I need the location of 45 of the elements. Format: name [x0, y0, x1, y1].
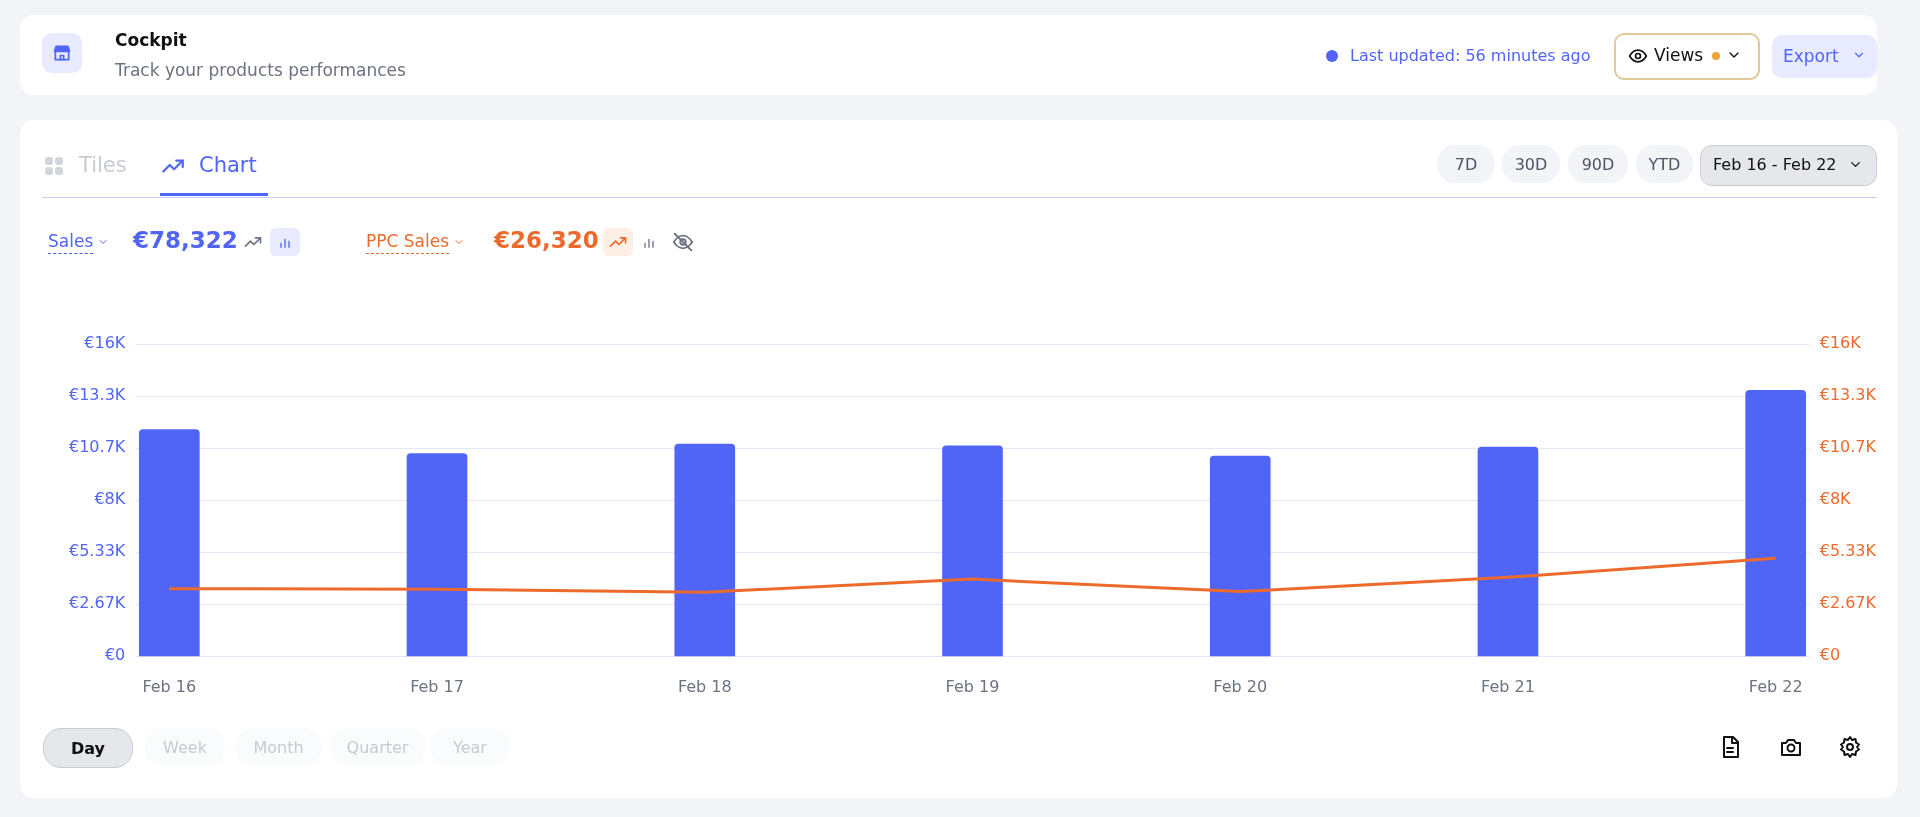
x-tick-label: Feb 20: [1213, 676, 1268, 696]
x-tick-label: Feb 19: [945, 676, 1000, 696]
y2-tick-label: €5.33K: [1819, 540, 1877, 560]
y2-tick-label: €8K: [1819, 488, 1852, 508]
legend-label: PPC Sales: [366, 231, 450, 254]
legend-label: Sales: [48, 231, 94, 254]
y-tick-label: €0: [104, 644, 126, 664]
bar: [1477, 446, 1539, 657]
y-tick-label: €10.7K: [69, 436, 126, 456]
y-tick-label: €13.3K: [69, 384, 126, 404]
text: €26,320: [494, 227, 599, 253]
bar: [406, 453, 468, 657]
y-tick-label: €16K: [84, 332, 126, 352]
y2-tick-label: €16K: [1819, 332, 1862, 352]
bar: [138, 429, 200, 657]
text: Last updated: 56 minutes ago: [1350, 46, 1591, 65]
chart-title: Cockpit: [115, 30, 187, 50]
text: Tiles: [79, 153, 127, 177]
x-tick-label: Feb 21: [1481, 676, 1535, 696]
y2-tick-label: €2.67K: [1819, 592, 1877, 612]
bar: [674, 443, 736, 657]
bar: [942, 445, 1003, 657]
y-tick-label: €2.67K: [69, 592, 126, 612]
y-tick-label: €5.33K: [69, 540, 126, 560]
text: 30D: [1502, 145, 1560, 183]
y-tick-label: €8K: [94, 488, 126, 508]
text: Export: [1783, 46, 1839, 66]
text: 90D: [1568, 145, 1628, 183]
x-tick-label: Feb 16: [142, 676, 197, 696]
chart-subtitle: Track your products performances: [115, 60, 406, 80]
x-tick-label: Feb 17: [410, 676, 464, 696]
text: Feb 16 - Feb 22: [1713, 155, 1837, 174]
text: YTD: [1636, 145, 1693, 183]
x-tick-label: Feb 18: [677, 676, 732, 696]
x-tick-label: Feb 22: [1748, 676, 1803, 696]
text: Views: [1654, 45, 1704, 65]
text: Day: [43, 728, 133, 768]
text: Chart: [199, 153, 257, 177]
y2-tick-label: €13.3K: [1819, 384, 1877, 404]
text: 7D: [1437, 145, 1495, 183]
text: €78,322: [133, 227, 238, 253]
y2-tick-label: €0: [1819, 644, 1841, 664]
bar: [1745, 390, 1807, 657]
y2-tick-label: €10.7K: [1819, 436, 1877, 456]
bar: [1209, 455, 1271, 657]
